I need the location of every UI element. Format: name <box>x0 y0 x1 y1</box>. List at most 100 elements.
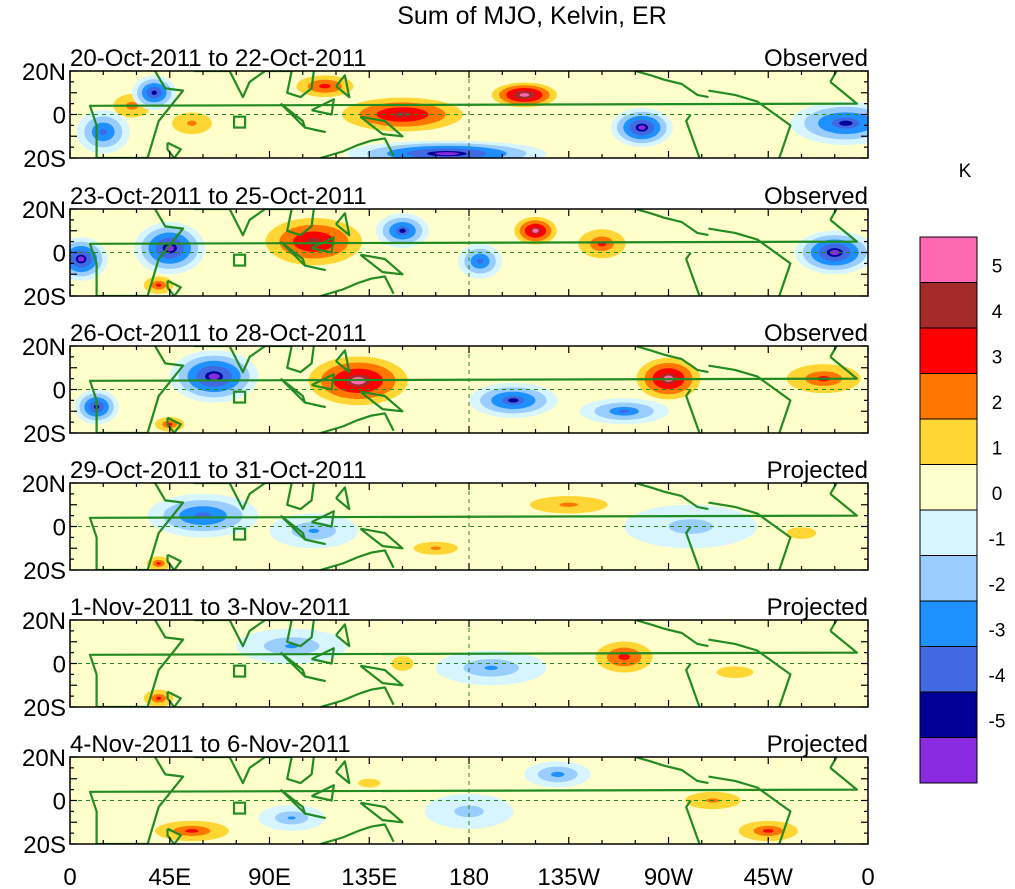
coastline <box>320 412 395 433</box>
anomaly-contour <box>484 665 498 670</box>
panel-date-label: 23-Oct-2011 to 25-Oct-2011 <box>70 183 367 210</box>
anomaly-contour <box>508 398 519 403</box>
panel-status-label: Observed <box>764 183 868 210</box>
y-tick-label: 20N <box>22 59 66 86</box>
coastline <box>194 757 315 785</box>
coastline <box>88 71 858 158</box>
coastline <box>685 388 701 433</box>
y-tick-label: 0 <box>53 515 66 542</box>
coastline <box>279 788 307 815</box>
coastline <box>634 346 709 374</box>
anomaly-contour <box>99 128 108 136</box>
coastline <box>304 401 326 408</box>
colorbar-label: -3 <box>989 621 1006 642</box>
anomaly-contour <box>829 249 840 256</box>
coastline <box>320 823 395 844</box>
coastline <box>635 209 709 237</box>
colorbar-units-label: K <box>959 161 972 182</box>
x-tick-label: 135W <box>537 864 600 889</box>
coastline <box>311 647 335 665</box>
panel-date-label: 20-Oct-2011 to 22-Oct-2011 <box>70 45 367 72</box>
anomaly-contour <box>839 120 853 126</box>
anomaly-contour <box>430 546 442 550</box>
x-tick-label: 45W <box>744 864 794 889</box>
coastlines <box>88 209 858 296</box>
coastlines <box>88 757 858 844</box>
panel-status-label: Observed <box>764 320 868 347</box>
anomaly-contour <box>187 120 197 126</box>
coastline <box>708 227 792 296</box>
anomaly-contour <box>786 527 817 539</box>
coastline <box>88 209 858 296</box>
coastline <box>194 620 315 648</box>
panel-6: 20N 0 20S 4-Nov-2011 to 6-Nov-2011 Projected <box>22 731 869 859</box>
coastline <box>166 553 182 570</box>
anomaly-contour <box>287 816 296 820</box>
panel-status-label: Projected <box>767 457 868 484</box>
coastlines <box>88 71 858 158</box>
coastline <box>708 89 792 158</box>
colorbar-swatch <box>919 327 978 374</box>
colorbar-label: -5 <box>989 712 1006 733</box>
colorbar-label: -4 <box>989 666 1006 687</box>
colorbar-label: 0 <box>992 484 1003 505</box>
coastline <box>320 137 395 158</box>
coastline <box>335 349 351 374</box>
panel-status-label: Projected <box>767 594 868 621</box>
colorbar-label: -1 <box>989 530 1006 551</box>
y-tick-label: 20S <box>23 832 66 859</box>
y-tick-label: 0 <box>53 103 66 130</box>
y-tick-label: 0 <box>53 241 66 268</box>
anomaly-contour <box>716 666 754 678</box>
y-tick-label: 20S <box>23 146 66 173</box>
coastline <box>279 377 307 404</box>
coastline <box>88 620 858 707</box>
panel-3: 20N 0 20S 26-Oct-2011 to 28-Oct-2011 Observe… <box>22 320 869 448</box>
colorbar: 5 4 3 2 1 0 -1 -2 -3 -4 -5 <box>919 236 1006 784</box>
colorbar-swatch <box>919 600 978 647</box>
coastline <box>335 212 351 237</box>
coastline <box>166 416 182 433</box>
coastline <box>359 664 404 687</box>
panel-date-label: 4-Nov-2011 to 6-Nov-2011 <box>70 731 351 758</box>
coastline <box>311 510 335 528</box>
colorbar-label: 1 <box>992 439 1003 460</box>
colorbar-label: -2 <box>989 575 1006 596</box>
coastline <box>708 364 792 433</box>
y-tick-label: 20N <box>22 197 66 224</box>
colorbar-label: 2 <box>992 393 1003 414</box>
anomaly-contour <box>151 90 157 95</box>
region-box <box>232 664 247 678</box>
anomaly-contour <box>762 829 774 833</box>
y-tick-label: 20S <box>23 558 66 585</box>
coastline <box>335 623 351 648</box>
coastline <box>359 253 404 276</box>
anomaly-contour <box>319 84 331 89</box>
anomaly-contour <box>618 653 630 661</box>
y-tick-label: 0 <box>53 789 66 816</box>
region-box <box>232 801 247 815</box>
y-tick-label: 20N <box>22 334 66 361</box>
anomaly-contour <box>559 502 579 507</box>
colorbar-label: 5 <box>992 257 1003 278</box>
coastline <box>708 638 792 707</box>
anomaly-contour <box>358 778 381 788</box>
anomaly-contour <box>208 373 220 380</box>
coastline <box>88 483 858 570</box>
coastline <box>194 71 315 99</box>
anomaly-contour <box>519 93 530 97</box>
x-axis: 0 45E 90E 135E 180 135W 90W 45W 0 <box>63 864 874 889</box>
anomaly-contour <box>77 256 85 262</box>
x-tick-label: 0 <box>63 864 76 889</box>
anomaly-contour <box>638 125 646 130</box>
coastline <box>359 527 404 550</box>
map-panels: 20N 0 20S 20-Oct-2011 to 22-Oct-2011 Observe… <box>22 45 869 859</box>
anomaly-contour <box>391 656 414 671</box>
colorbar-swatch <box>919 236 978 283</box>
coastline <box>166 279 182 296</box>
coastline <box>685 113 701 158</box>
coastline <box>685 799 701 844</box>
anomaly-contour <box>185 829 199 833</box>
anomaly-contour <box>532 228 539 233</box>
coastline <box>359 115 404 138</box>
